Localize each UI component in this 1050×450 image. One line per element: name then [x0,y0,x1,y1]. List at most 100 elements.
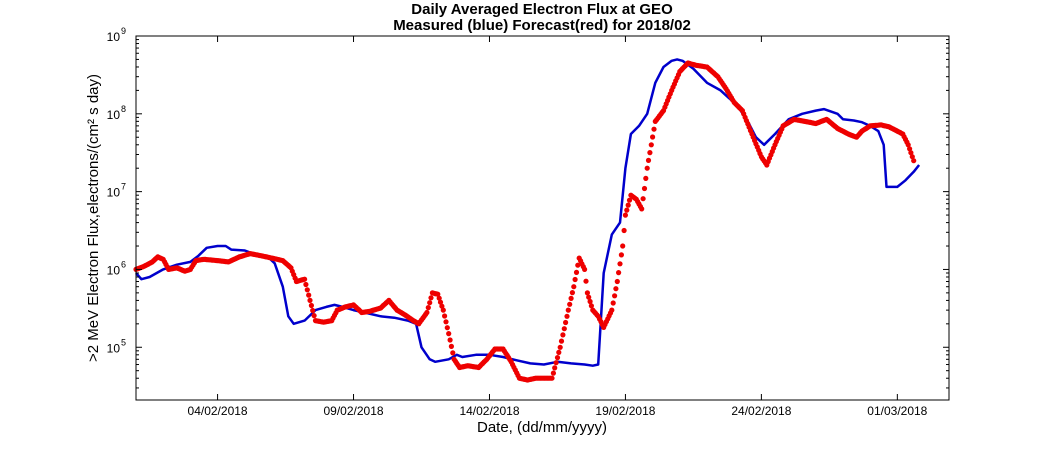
forecast-point [311,313,317,319]
forecast-point [427,300,433,306]
forecast-point [610,300,616,306]
y-tick-label-exponent: 9 [121,26,126,36]
forecast-point [584,290,591,296]
forecast-point [587,298,593,305]
forecast-point [439,303,445,309]
forecast-point [557,344,563,350]
forecast-point [424,309,430,316]
forecast-point [568,295,574,301]
forecast-point [549,375,555,381]
forecast-point [564,313,570,319]
forecast-point [905,142,911,148]
forecast-point [586,294,592,300]
forecast-point [552,365,558,371]
forecast-point [582,266,588,272]
forecast-point [626,197,633,203]
forecast-point [609,307,615,313]
x-tick-label: 01/03/2018 [867,404,927,418]
forecast-point [651,126,657,132]
forecast-point [310,307,316,314]
forecast-point [565,307,571,313]
forecast-point [908,150,914,156]
forecast-point [911,158,917,164]
forecast-point [554,355,561,361]
forecast-point [648,142,654,148]
forecast-point [641,185,648,192]
forecast-point [561,326,567,332]
forecast-point [618,252,625,258]
forecast-point [425,305,431,311]
x-tick-label: 24/02/2018 [731,404,791,418]
forecast-point [446,331,452,337]
x-axis-label: Date, (dd/mm/yyyy) [477,419,607,436]
forecast-point [440,307,446,313]
plot-frame [135,35,950,401]
forecast-point [443,319,449,325]
x-tick-label: 14/02/2018 [459,404,519,418]
forecast-point [550,370,557,376]
y-tick-label-base: 10 [107,108,121,122]
x-tick-label: 09/02/2018 [323,404,383,418]
forecast-point [558,338,565,344]
forecast-point [302,276,308,282]
x-tick-label: 19/02/2018 [595,404,655,418]
y-axis-label: >2 MeV Electron Flux,electrons/(cm² s da… [85,74,102,362]
forecast-point [437,299,444,305]
forecast-point [583,278,589,284]
forecast-point [306,292,312,298]
forecast-point [556,349,562,355]
forecast-point [450,350,456,356]
forecast-point [435,291,441,297]
forecast-point [573,269,580,275]
forecast-point [567,301,573,307]
forecast-point [572,276,578,283]
forecast-point [553,360,559,366]
forecast-point [307,297,313,303]
y-tick-label-base: 10 [107,30,121,44]
y-tick-label-exponent: 7 [121,182,126,192]
forecast-point [303,281,309,288]
chart-subtitle: Measured (blue) Forecast(red) for 2018/0… [393,17,691,34]
forecast-point [909,154,915,160]
forecast-point [645,157,652,163]
forecast-point [624,207,630,213]
forecast-point [442,313,448,319]
chart-title: Daily Averaged Electron Flux at GEO [411,1,673,18]
forecast-point [621,227,627,234]
forecast-point [571,284,577,290]
forecast-point [428,295,434,301]
forecast-point [614,278,620,285]
forecast-point [622,212,629,218]
forecast-point [308,302,314,309]
forecast-point [563,319,569,326]
y-tick-label-base: 10 [107,186,121,200]
forecast-point [612,293,618,299]
y-tick-label-exponent: 8 [121,104,126,114]
forecast-point [639,206,645,212]
plot-area [136,36,949,400]
forecast-point [907,146,913,152]
y-tick-label-exponent: 6 [121,259,126,269]
forecast-point [588,303,595,309]
forecast-point [569,290,576,296]
forecast-point [304,287,310,293]
forecast-point [647,150,653,156]
forecast-point [625,202,631,208]
y-tick-label-base: 10 [107,263,121,277]
forecast-point [643,175,649,181]
y-tick-label-base: 10 [107,341,121,355]
forecast-point [644,165,650,171]
forecast-point [447,337,453,343]
series-layer [133,58,921,383]
forecast-point [575,262,581,268]
forecast-point [650,134,656,140]
y-tick-label-exponent: 5 [121,337,126,347]
forecast-point [613,286,619,292]
forecast-point [620,243,626,249]
forecast-point [448,343,454,349]
forecast-point [436,295,442,301]
forecast-point [640,196,646,202]
x-axis-ticks: 04/02/2018 09/02/2018 14/02/2018 19/02/2018… [188,36,928,418]
forecast-point [560,332,566,338]
